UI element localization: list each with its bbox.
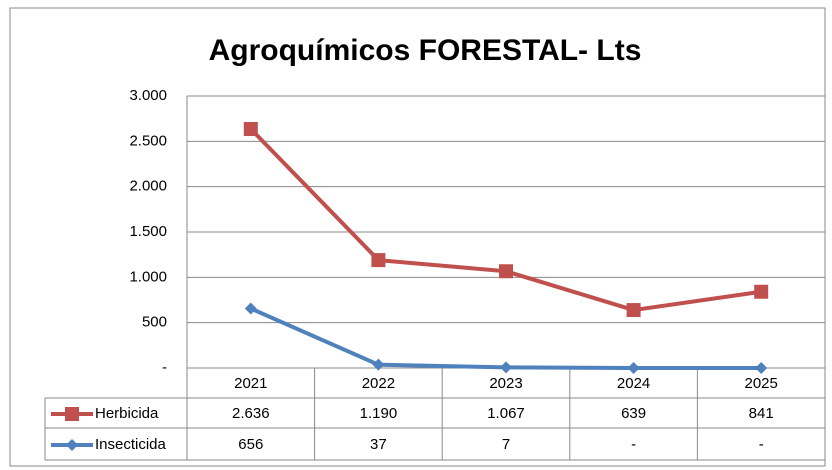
chart-border bbox=[9, 7, 826, 467]
legend-label: Herbicida bbox=[95, 405, 159, 422]
table-value: - bbox=[759, 436, 764, 453]
marker bbox=[243, 122, 258, 137]
x-tick-label: 2023 bbox=[489, 375, 522, 392]
table-value: 7 bbox=[502, 436, 510, 453]
x-tick-label: 2022 bbox=[362, 375, 395, 392]
y-tick-label: 1.500 bbox=[129, 223, 167, 240]
y-tick-label: - bbox=[162, 359, 167, 376]
table-value: 1.190 bbox=[360, 405, 398, 422]
table-value: 1.067 bbox=[487, 405, 525, 422]
marker bbox=[372, 358, 385, 371]
table-value: 2.636 bbox=[232, 405, 270, 422]
marker bbox=[500, 361, 512, 374]
marker bbox=[626, 303, 641, 318]
chart-title: Agroquímicos FORESTAL- Lts bbox=[209, 34, 642, 67]
marker bbox=[754, 284, 769, 299]
marker bbox=[627, 362, 640, 374]
legend-marker bbox=[65, 407, 79, 421]
marker bbox=[499, 264, 513, 279]
x-tick-label: 2024 bbox=[617, 375, 650, 392]
table-value: 639 bbox=[621, 405, 646, 422]
table-value: 656 bbox=[238, 436, 263, 453]
table-value: 37 bbox=[370, 436, 387, 453]
y-tick-label: 2.000 bbox=[129, 178, 167, 195]
y-tick-label: 2.500 bbox=[129, 132, 167, 149]
legend-label: Insecticida bbox=[95, 436, 167, 453]
y-tick-label: 500 bbox=[142, 314, 167, 331]
y-tick-label: 1.000 bbox=[129, 268, 167, 285]
legend-marker bbox=[66, 439, 78, 451]
marker bbox=[755, 362, 768, 374]
marker bbox=[244, 302, 257, 315]
x-tick-label: 2025 bbox=[745, 375, 778, 392]
table-value: - bbox=[631, 436, 636, 453]
x-tick-label: 2021 bbox=[234, 375, 267, 392]
y-tick-label: 3.000 bbox=[129, 87, 167, 104]
marker bbox=[371, 253, 386, 268]
table-value: 841 bbox=[749, 405, 774, 422]
